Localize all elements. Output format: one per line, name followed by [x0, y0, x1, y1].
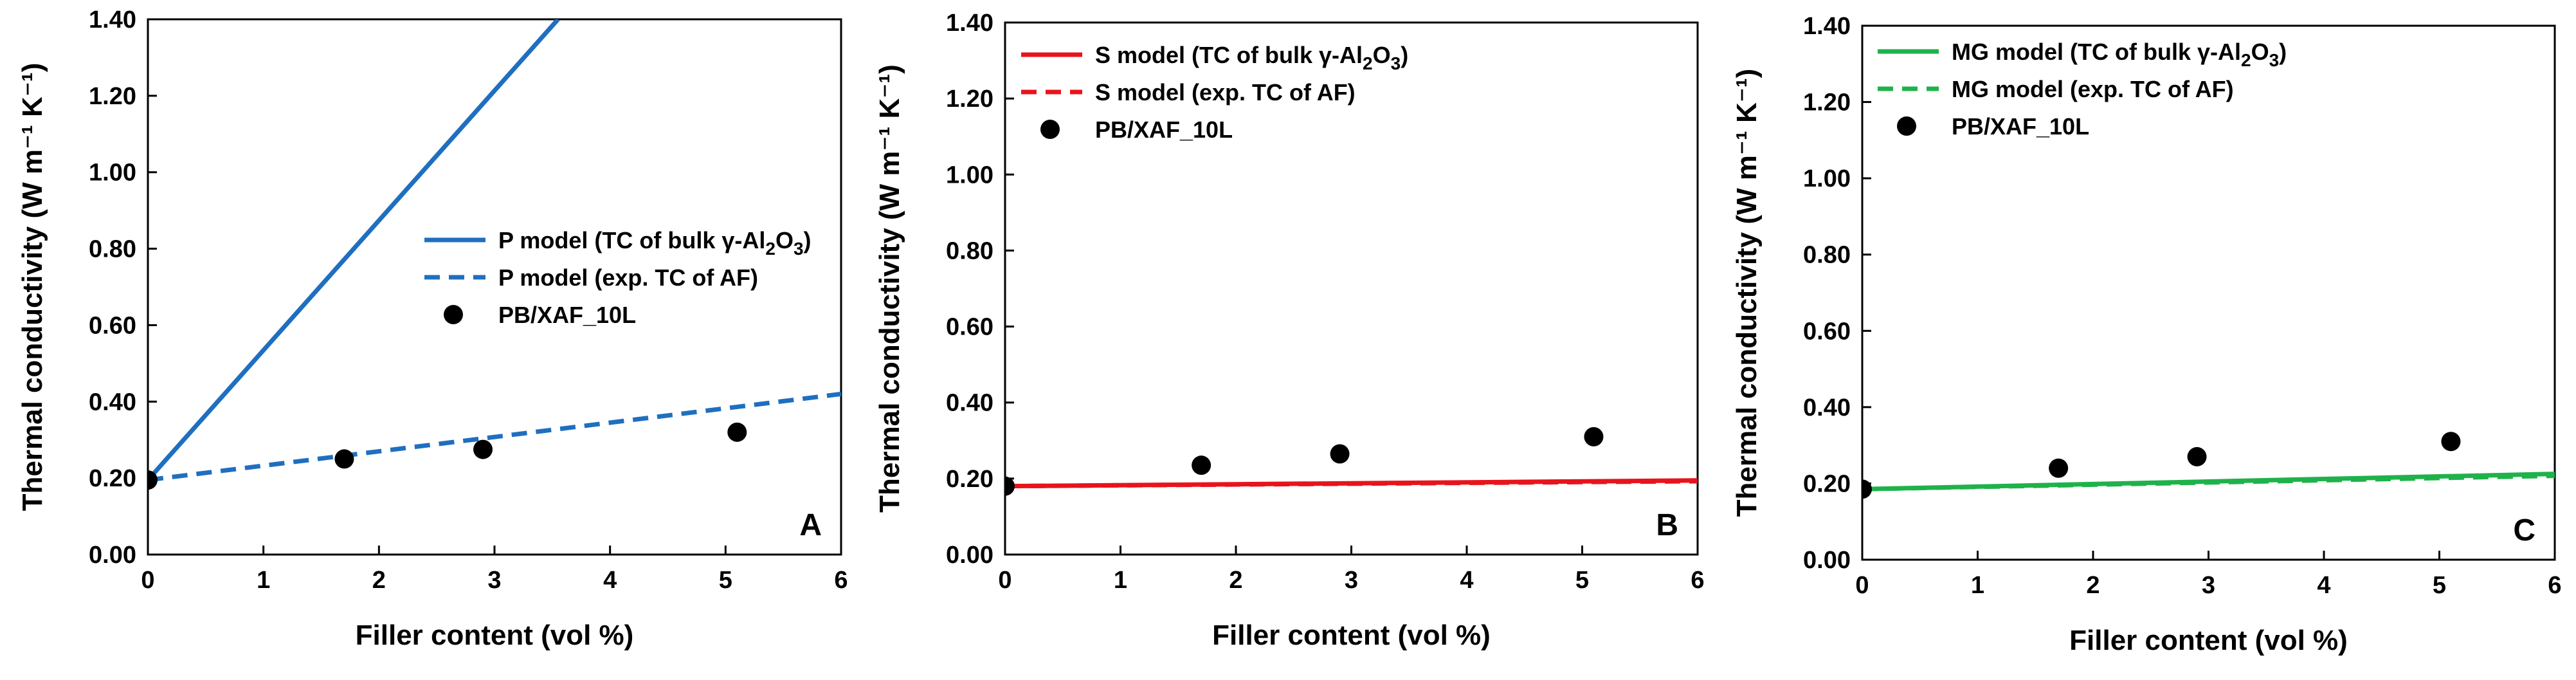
chart-panel-a: 0.00 0.20 0.40 0.60 0.80 1.00 1.20 1.40 0 1 2 3 4 5 6 F… [17, 6, 848, 651]
x-tick-label: 6 [1691, 567, 1704, 594]
data-point [1005, 476, 1015, 496]
y-tick-label: 0.60 [946, 314, 993, 341]
legend-label: PB/XAF_10L [498, 302, 636, 328]
x-tick-label: 2 [2086, 572, 2100, 599]
legend-label: MG model (TC of bulk γ-Al2O3) [1952, 39, 2287, 70]
y-tick-label: 0.60 [89, 312, 136, 339]
x-tick-label: 4 [603, 567, 617, 594]
x-tick-label: 1 [1114, 567, 1127, 594]
panel-label: C [2513, 513, 2535, 547]
x-tick-label: 3 [1345, 567, 1358, 594]
solid-model-line [148, 19, 560, 482]
panel-label: B [1656, 508, 1678, 542]
x-axis-title: Filler content (vol %) [356, 620, 634, 651]
x-tick-label: 0 [1855, 572, 1869, 599]
legend: P model (TC of bulk γ-Al2O3) P model (exp… [424, 227, 812, 328]
dashed-model-line [148, 391, 841, 482]
x-tick-label: 5 [2433, 572, 2446, 599]
panel-label: A [799, 508, 822, 542]
x-tick-label: 5 [1575, 567, 1589, 594]
x-axis-title: Filler content (vol %) [2069, 625, 2348, 656]
y-tick-label: 0.60 [1803, 318, 1851, 345]
x-tick-label: 6 [2548, 572, 2561, 599]
y-tick-label: 1.00 [1803, 165, 1851, 192]
x-tick-label: 3 [487, 567, 501, 594]
dashed-model-line [1862, 473, 2555, 492]
plot-area [1862, 432, 2555, 499]
y-axis-title: Thermal conductivity (W m⁻¹ K⁻¹) [1731, 69, 1763, 517]
x-tick-label: 1 [1971, 572, 1984, 599]
x-tick-label: 2 [1229, 567, 1242, 594]
y-tick-label: 0.20 [89, 465, 136, 492]
y-tick-label: 1.00 [946, 161, 993, 188]
legend-marker [1040, 120, 1060, 139]
y-tick-label: 0.40 [946, 390, 993, 417]
y-tick-label: 0.80 [1803, 242, 1851, 269]
x-tick-label: 0 [998, 567, 1011, 594]
y-tick-label: 0.40 [1803, 394, 1851, 421]
x-tick-label: 5 [719, 567, 732, 594]
y-tick-label: 0.00 [1803, 547, 1851, 574]
data-point [1862, 479, 1872, 499]
x-tick-label: 4 [1460, 567, 1473, 594]
y-tick-label: 0.20 [1803, 470, 1851, 497]
legend-label: S model (exp. TC of AF) [1095, 79, 1356, 106]
legend-label: PB/XAF_10L [1952, 113, 2089, 140]
y-tick-label: 0.40 [89, 389, 136, 416]
chart-panel-b: 0.00 0.20 0.40 0.60 0.80 1.00 1.20 1.40 0 1 2 3 4 5 6 F… [874, 10, 1705, 651]
data-point [2187, 446, 2207, 466]
y-tick-label: 1.40 [89, 6, 136, 33]
y-axis-title: Thermal conductivity (W m⁻¹ K⁻¹) [17, 63, 48, 511]
x-tick-label: 4 [2317, 572, 2330, 599]
legend-marker [1897, 116, 1916, 136]
plot-area [1005, 427, 1698, 496]
data-point [1192, 455, 1211, 475]
x-tick-label: 6 [834, 567, 848, 594]
legend-label: P model (TC of bulk γ-Al2O3) [498, 227, 812, 259]
x-tick-label: 1 [257, 567, 270, 594]
chart-panel-c: 0.00 0.20 0.40 0.60 0.80 1.00 1.20 1.40 0 1 2 3 4 5 6 F… [1731, 13, 2562, 656]
y-tick-label: 0.00 [89, 542, 136, 569]
y-tick-label: 1.40 [1803, 13, 1851, 40]
y-tick-label: 0.00 [946, 542, 993, 569]
y-tick-label: 0.20 [946, 466, 993, 493]
data-point [473, 439, 493, 459]
y-tick-label: 1.00 [89, 160, 136, 187]
y-tick-label: 1.20 [946, 86, 993, 113]
x-tick-label: 2 [372, 567, 386, 594]
y-axis-title: Thermal conductivity (W m⁻¹ K⁻¹) [874, 64, 905, 513]
y-tick-label: 1.40 [946, 10, 993, 37]
dashed-model-line [1005, 479, 1698, 489]
data-point [1584, 427, 1604, 446]
legend-label: MG model (exp. TC of AF) [1952, 76, 2234, 102]
y-tick-label: 1.20 [89, 83, 136, 110]
legend: S model (TC of bulk γ-Al2O3) S model (exp… [1021, 42, 1408, 143]
x-tick-label: 0 [141, 567, 154, 594]
data-point [2441, 432, 2461, 452]
data-point [727, 422, 747, 442]
legend-label: PB/XAF_10L [1095, 116, 1233, 143]
data-point [2049, 458, 2069, 478]
legend-label: S model (TC of bulk γ-Al2O3) [1095, 42, 1408, 73]
legend: MG model (TC of bulk γ-Al2O3) MG model (e… [1878, 39, 2287, 140]
legend-marker [444, 305, 463, 324]
x-axis-title: Filler content (vol %) [1212, 620, 1491, 651]
y-tick-label: 0.80 [946, 237, 993, 264]
data-point [1330, 444, 1350, 464]
data-point [334, 449, 354, 469]
y-tick-label: 0.80 [89, 236, 136, 263]
x-tick-label: 3 [2202, 572, 2215, 599]
y-tick-label: 1.20 [1803, 89, 1851, 116]
legend-label: P model (exp. TC of AF) [498, 264, 758, 291]
plot-area [148, 19, 841, 490]
data-point [148, 470, 158, 490]
